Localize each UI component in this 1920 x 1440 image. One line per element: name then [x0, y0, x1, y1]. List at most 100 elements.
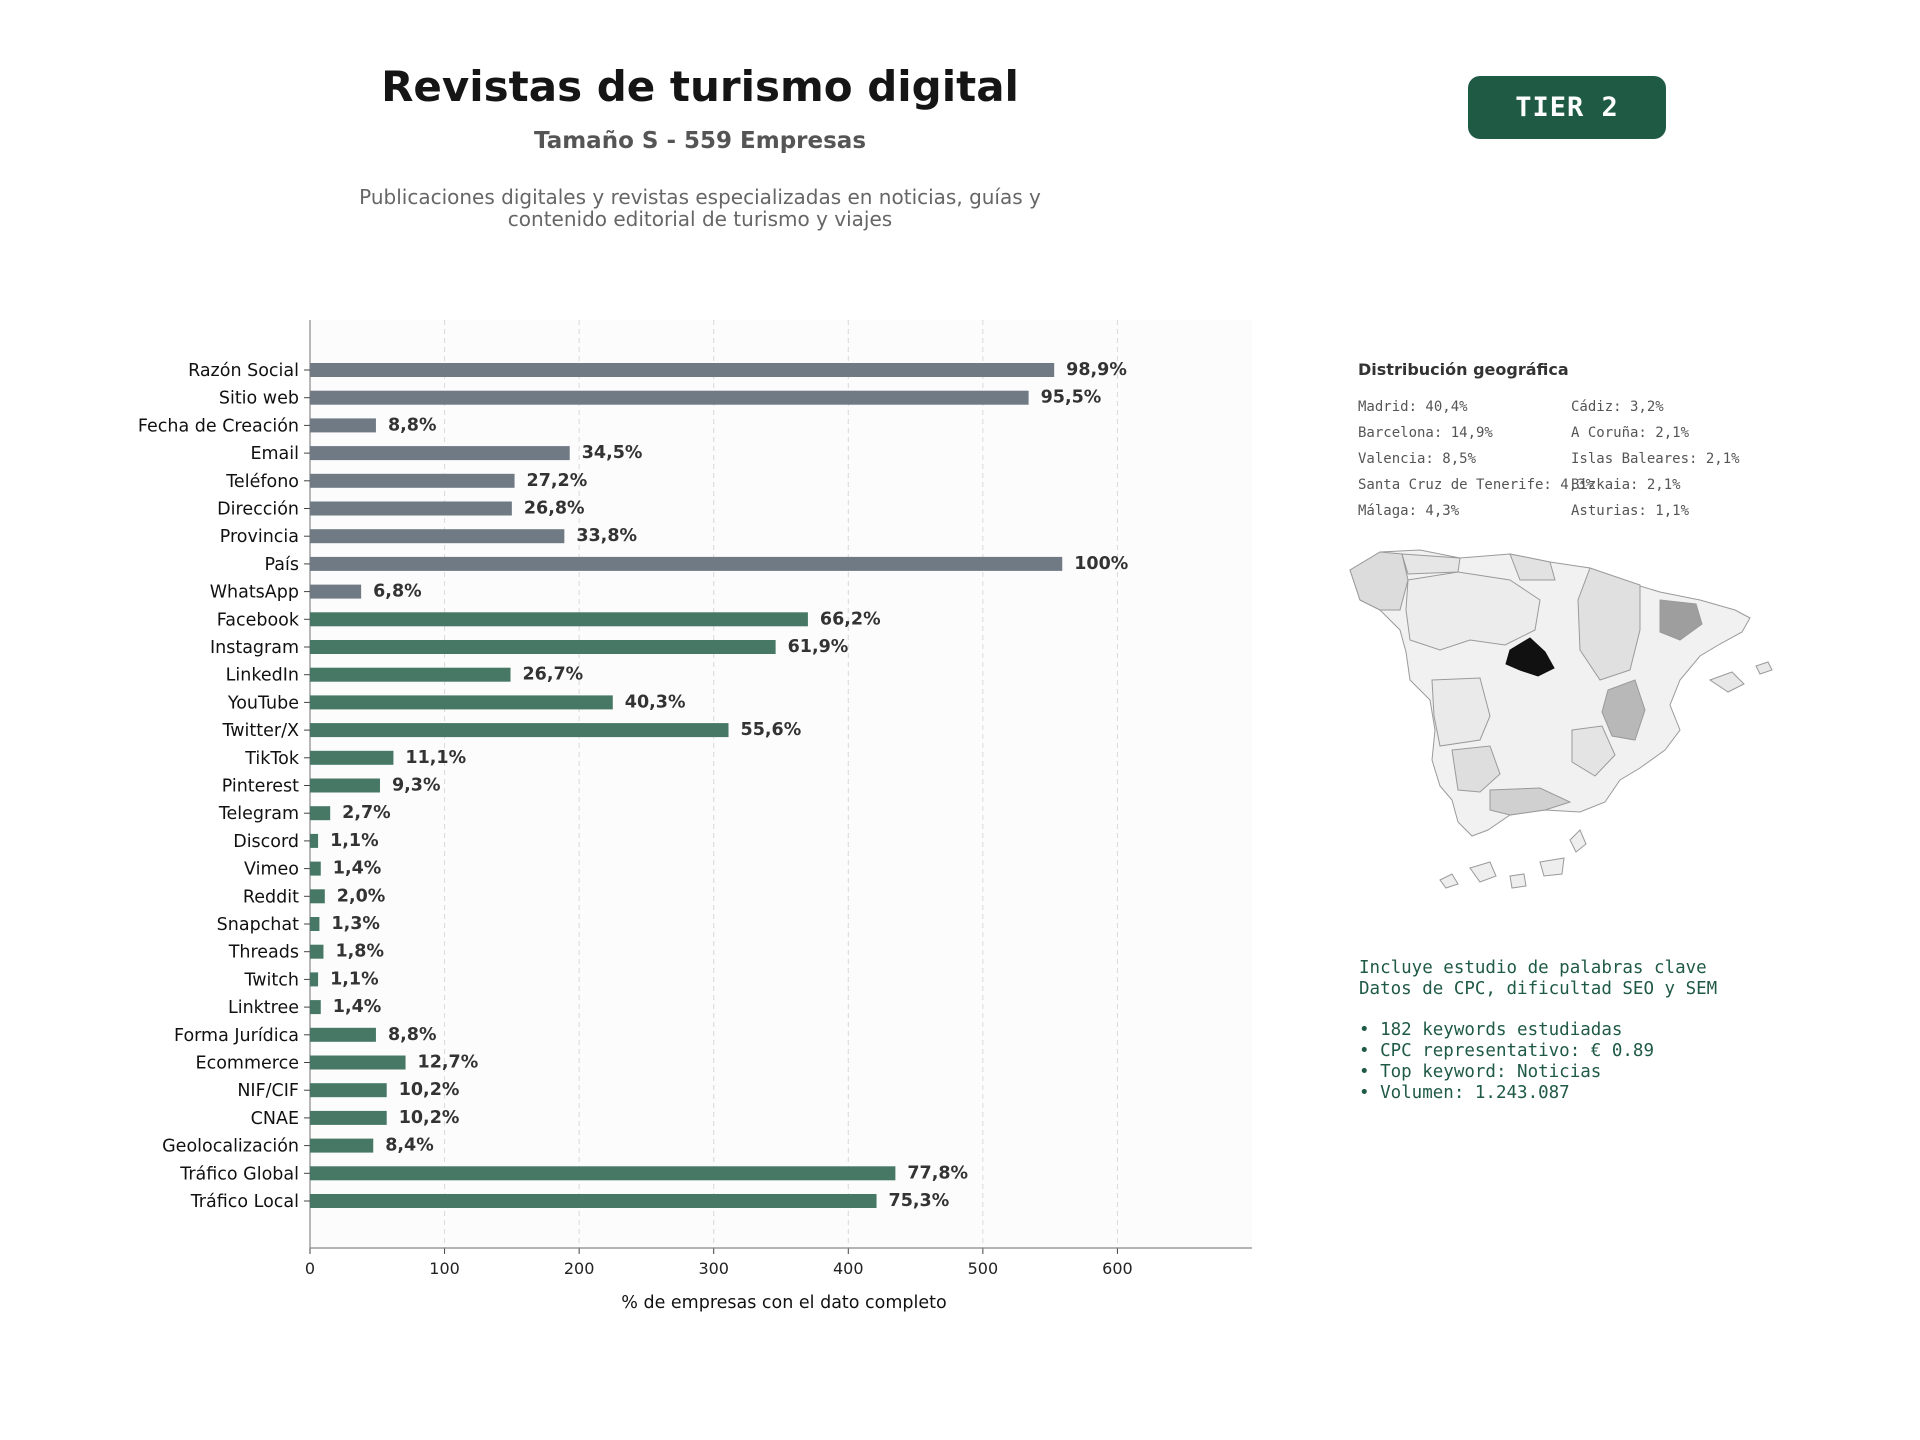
bar	[310, 778, 380, 793]
category-label: Twitter/X	[221, 721, 299, 741]
bar	[310, 1083, 387, 1098]
map-islands-canarias	[1439, 829, 1587, 889]
category-label: Linktree	[228, 998, 299, 1018]
bar	[310, 972, 319, 987]
data-label: 55,6%	[741, 720, 802, 740]
data-label: 8,8%	[388, 415, 437, 435]
keyword-study-panel: Incluye estudio de palabras clave Datos …	[1359, 958, 1859, 1104]
bar	[310, 833, 319, 848]
bar	[310, 1027, 376, 1042]
category-label: WhatsApp	[210, 583, 299, 603]
info-bullet: • Volumen: 1.243.087	[1359, 1083, 1570, 1103]
category-label: CNAE	[251, 1109, 299, 1129]
category-label: País	[265, 555, 299, 575]
x-tick-label: 0	[305, 1259, 315, 1278]
data-label: 75,3%	[889, 1191, 950, 1211]
tier-badge: TIER 2	[1468, 76, 1666, 139]
data-label: 98,9%	[1066, 360, 1127, 380]
data-label: 6,8%	[373, 582, 422, 602]
map-region-murcia	[1571, 725, 1616, 777]
data-label: 1,1%	[330, 969, 379, 989]
data-label: 9,3%	[392, 776, 441, 796]
geo-item: Madrid: 40,4%	[1358, 399, 1468, 415]
bar	[310, 861, 321, 876]
x-tick-label: 400	[833, 1259, 864, 1278]
bar	[310, 723, 729, 738]
info-line: Incluye estudio de palabras clave	[1359, 958, 1707, 978]
geo-distribution-title: Distribución geográfica	[1358, 360, 1569, 379]
data-label: 77,8%	[907, 1163, 968, 1183]
category-label: LinkedIn	[226, 666, 299, 686]
data-label: 26,7%	[523, 665, 584, 685]
geo-item: Valencia: 8,5%	[1358, 451, 1477, 467]
geo-distribution-list: Madrid: 40,4% Cádiz: 3,2% Barcelona: 14,…	[1358, 398, 1778, 520]
x-tick-label: 100	[429, 1259, 460, 1278]
category-label: Fecha de Creación	[138, 416, 299, 436]
category-label: Teléfono	[225, 472, 299, 492]
category-label: Sitio web	[219, 389, 299, 409]
bar	[310, 1194, 877, 1208]
page-title: Revistas de turismo digital	[381, 62, 1019, 111]
category-label: Razón Social	[188, 361, 299, 381]
category-label: Forma Jurídica	[174, 1026, 299, 1046]
data-label: 40,3%	[625, 692, 686, 712]
category-label: Twitch	[243, 970, 299, 990]
map-region-barcelona	[1659, 599, 1703, 641]
data-label: 27,2%	[527, 471, 588, 491]
geo-item: Barcelona: 14,9%	[1358, 425, 1493, 441]
data-label: 1,1%	[330, 831, 379, 851]
category-label: Vimeo	[244, 860, 299, 880]
data-label: 10,2%	[399, 1080, 460, 1100]
data-label: 26,8%	[524, 499, 585, 519]
category-label: Email	[250, 444, 299, 464]
bar	[310, 1110, 387, 1125]
category-label: TikTok	[244, 749, 300, 769]
category-label: Snapchat	[217, 915, 299, 935]
bar	[310, 1055, 406, 1070]
category-label: Telegram	[218, 804, 299, 824]
info-bullet: • Top keyword: Noticias	[1359, 1062, 1602, 1082]
category-label: Tráfico Local	[190, 1192, 299, 1212]
bar-chart: 0 100 200 300 400 500 600 Razón Social 98,9% Siti…	[138, 320, 1252, 1313]
bar	[310, 695, 613, 710]
map-region-extremadura	[1431, 677, 1491, 747]
map-region-valencia	[1601, 679, 1646, 741]
x-tick-label: 300	[698, 1259, 729, 1278]
data-label: 1,4%	[333, 859, 382, 879]
bar	[310, 584, 362, 599]
map-region-andalucia-south	[1489, 787, 1572, 816]
spain-map	[1349, 549, 1773, 889]
category-label: Tráfico Global	[179, 1164, 299, 1184]
map-region-aragon	[1577, 567, 1641, 681]
category-label: Geolocalización	[162, 1137, 299, 1157]
category-label: YouTube	[227, 693, 299, 713]
x-axis-title: % de empresas con el dato completo	[621, 1293, 946, 1313]
map-islands-baleares	[1708, 661, 1773, 693]
bar	[310, 418, 376, 433]
bar	[310, 446, 570, 461]
category-label: Instagram	[210, 638, 299, 658]
data-label: 100%	[1074, 554, 1128, 574]
map-region-bizkaia	[1509, 553, 1556, 581]
category-label: Dirección	[217, 500, 299, 520]
geo-item: Málaga: 4,3%	[1358, 503, 1460, 519]
data-label: 11,1%	[405, 748, 466, 768]
geo-item: A Coruña: 2,1%	[1571, 425, 1690, 441]
x-tick-label: 600	[1102, 1259, 1133, 1278]
bar	[310, 529, 565, 544]
data-label: 10,2%	[399, 1108, 460, 1128]
bar	[310, 806, 331, 821]
map-region-castilla-leon	[1405, 571, 1541, 651]
geo-item: Asturias: 1,1%	[1571, 503, 1690, 519]
x-tick-label: 200	[564, 1259, 595, 1278]
category-label: Reddit	[243, 887, 299, 907]
bar	[310, 750, 394, 765]
data-label: 2,0%	[337, 886, 386, 906]
map-region-madrid	[1505, 637, 1555, 677]
geo-item: Bizkaia: 2,1%	[1571, 477, 1681, 493]
map-region-galicia	[1349, 551, 1409, 611]
map-region-andalucia-west	[1451, 745, 1501, 793]
bar	[310, 612, 808, 627]
bar	[310, 917, 320, 931]
page-description: Publicaciones digitales y revistas espec…	[359, 185, 1041, 231]
